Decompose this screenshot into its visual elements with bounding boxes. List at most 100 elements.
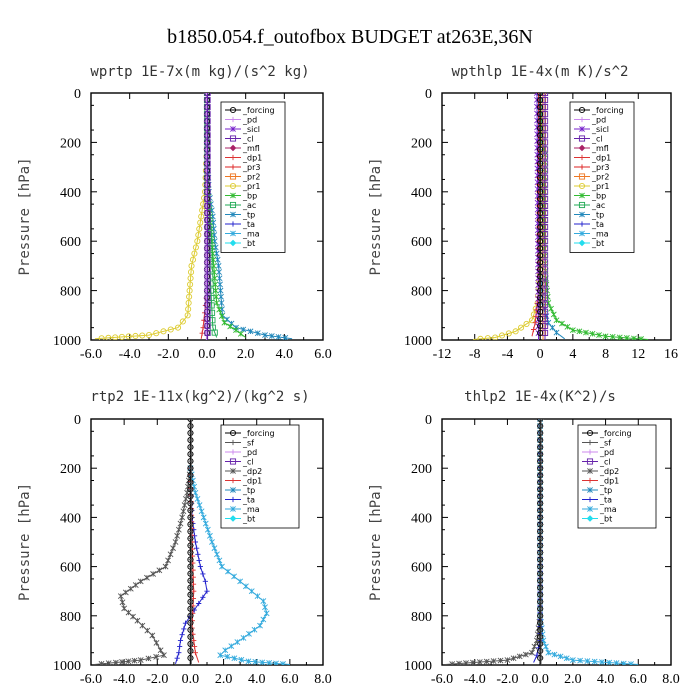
series-point-sf	[188, 472, 194, 478]
series-point-sf	[538, 571, 544, 577]
legend-label-bt: _bt	[242, 515, 255, 524]
series-point-sf	[538, 472, 544, 478]
legend-marker-forcing	[229, 106, 237, 114]
series-point-pr1	[512, 328, 519, 335]
series-point-dp1	[191, 637, 197, 643]
series-point-sf	[188, 451, 194, 457]
series-point-dp2	[510, 655, 517, 662]
plot-data	[473, 93, 649, 340]
series-point-cl	[204, 167, 211, 174]
legend-label-sicl: _sicl	[591, 125, 609, 134]
legend-marker-forcing	[229, 429, 237, 437]
series-point-ma	[569, 657, 576, 663]
series-point-tp	[275, 333, 282, 340]
series-point-dp2	[449, 661, 456, 665]
legend-marker-sicl	[230, 126, 236, 132]
legend-marker-ta	[579, 221, 585, 227]
series-point-sf	[538, 613, 544, 619]
series-point-dp2	[156, 567, 163, 574]
series-point-sf	[188, 627, 194, 633]
legend-marker-dp1	[230, 477, 236, 484]
legend-label-ta: _ta	[242, 496, 255, 505]
series-point-cl	[204, 224, 211, 231]
series-point-tp	[218, 300, 225, 306]
series-point-sf	[188, 423, 194, 429]
series-point-pr1	[477, 335, 484, 340]
series-point-pr1	[139, 332, 146, 339]
legend-marker-cl	[578, 135, 586, 142]
series-point-dp1	[191, 588, 197, 594]
series-point-bp	[559, 320, 565, 327]
legend-label-bp: _bp	[242, 192, 257, 201]
series-point-tp	[553, 329, 560, 336]
y-tick-label: 0	[74, 413, 81, 428]
series-point-pr1	[505, 330, 512, 337]
series-point-dp1	[531, 326, 537, 333]
legend-marker-bp	[230, 192, 236, 199]
series-point-cl	[204, 287, 211, 294]
legend-label-forcing: _forcing	[242, 429, 275, 438]
series-point-forcing	[537, 329, 544, 336]
series-point-ma	[231, 655, 238, 662]
y-axis-label: Pressure [hPa]	[368, 157, 384, 275]
legend-label-pr1: _pr1	[242, 182, 260, 191]
series-point-sf	[188, 486, 194, 492]
series-point-bp	[589, 330, 596, 337]
series-point-forcing	[537, 97, 544, 104]
legend-marker-cl	[229, 135, 237, 142]
series-point-cl	[204, 231, 211, 238]
series-point-forcing	[537, 224, 544, 231]
y-tick-label: 800	[411, 610, 432, 625]
series-point-bp	[564, 323, 571, 330]
series-point-pr1	[118, 333, 125, 340]
legend-marker-tp	[579, 211, 585, 218]
series-point-sf	[538, 521, 544, 528]
legend-marker-pd	[230, 116, 236, 123]
y-tick-label: 800	[411, 285, 432, 300]
legend-marker-ma	[230, 230, 236, 237]
legend-label-sf: _sf	[599, 439, 611, 448]
x-tick-label: 4.0	[248, 672, 266, 687]
series-point-forcing	[537, 419, 544, 423]
x-tick-label: -4	[502, 347, 514, 362]
legend-label-ma: _ma	[242, 230, 260, 239]
legend-marker-forcing	[578, 106, 586, 114]
x-tick-label: -12	[433, 347, 452, 362]
legend-label-forcing: _forcing	[591, 106, 624, 115]
series-point-forcing	[537, 315, 544, 322]
series-point-pr1	[184, 312, 191, 319]
series-point-cl	[204, 202, 211, 209]
series-point-bp	[602, 333, 609, 340]
series-point-dp2	[122, 589, 129, 596]
legend-label-ta: _ta	[591, 220, 604, 229]
series-point-sf	[188, 458, 194, 464]
legend-marker-sf	[230, 439, 236, 446]
series-point-dp2	[522, 651, 529, 658]
series-point-ma	[202, 520, 209, 527]
legend-marker-tp	[587, 487, 593, 493]
series-point-dp2	[463, 660, 469, 665]
series-point-dp2	[179, 514, 186, 521]
legend-label-pd: _pd	[242, 116, 257, 125]
series-point-sf	[538, 486, 544, 492]
y-tick-label: 1000	[53, 659, 81, 674]
series-point-pr1	[189, 256, 197, 263]
legend-label-pd: _pd	[599, 448, 614, 457]
series-point-dp1	[192, 650, 198, 656]
series-point-forcing	[537, 202, 544, 209]
series-point-ma	[260, 598, 267, 604]
series-point-forcing	[537, 146, 544, 153]
series-point-sf	[538, 465, 544, 471]
series-point-dp2	[150, 571, 157, 577]
legend-label-cl: _cl	[242, 458, 254, 467]
y-axis-label: Pressure [hPa]	[17, 483, 33, 601]
series-point-forcing	[537, 111, 544, 118]
x-tick-label: 0.0	[198, 347, 216, 362]
series-point-ma	[237, 578, 244, 585]
series-point-dp2	[160, 652, 167, 659]
series-point-ma	[225, 568, 231, 575]
series-point-sf	[538, 528, 544, 535]
legend-marker-ma	[230, 506, 236, 512]
series-point-cl	[204, 216, 211, 224]
series-point-bp	[233, 327, 239, 334]
